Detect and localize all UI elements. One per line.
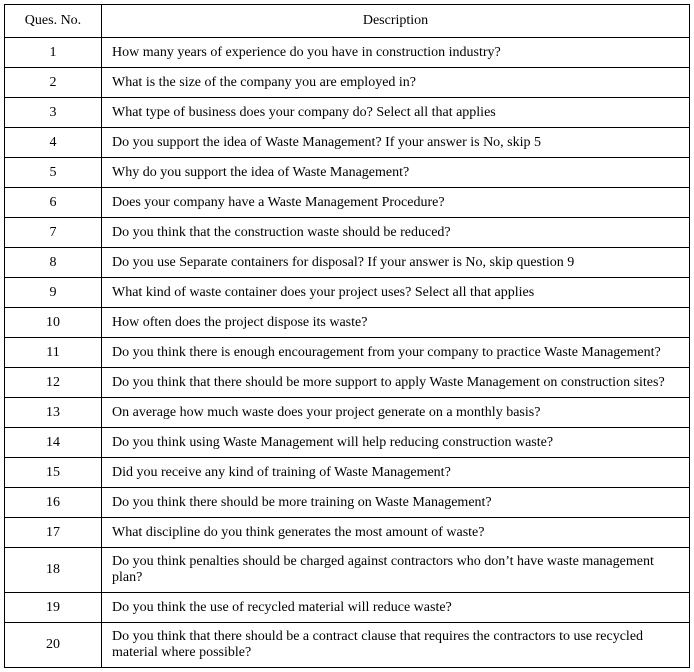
- cell-qno: 8: [5, 248, 102, 278]
- cell-qno: 13: [5, 398, 102, 428]
- cell-desc: Do you think using Waste Management will…: [102, 428, 690, 458]
- questions-table: Ques. No. Description 1How many years of…: [4, 4, 690, 668]
- cell-qno: 19: [5, 593, 102, 623]
- cell-desc: Do you think that the construction waste…: [102, 218, 690, 248]
- cell-desc: What is the size of the company you are …: [102, 68, 690, 98]
- table-row: 11Do you think there is enough encourage…: [5, 338, 690, 368]
- cell-desc: Does your company have a Waste Managemen…: [102, 188, 690, 218]
- table-row: 3What type of business does your company…: [5, 98, 690, 128]
- cell-desc: What type of business does your company …: [102, 98, 690, 128]
- cell-desc: On average how much waste does your proj…: [102, 398, 690, 428]
- cell-qno: 16: [5, 488, 102, 518]
- col-header-description: Description: [102, 5, 690, 38]
- cell-qno: 6: [5, 188, 102, 218]
- cell-qno: 4: [5, 128, 102, 158]
- table-row: 15Did you receive any kind of training o…: [5, 458, 690, 488]
- table-header-row: Ques. No. Description: [5, 5, 690, 38]
- cell-qno: 12: [5, 368, 102, 398]
- table-row: 5Why do you support the idea of Waste Ma…: [5, 158, 690, 188]
- cell-desc: How often does the project dispose its w…: [102, 308, 690, 338]
- cell-desc: Do you think that there should be more s…: [102, 368, 690, 398]
- cell-qno: 17: [5, 518, 102, 548]
- cell-desc: How many years of experience do you have…: [102, 38, 690, 68]
- cell-qno: 1: [5, 38, 102, 68]
- cell-qno: 14: [5, 428, 102, 458]
- cell-desc: Why do you support the idea of Waste Man…: [102, 158, 690, 188]
- cell-desc: Do you think there should be more traini…: [102, 488, 690, 518]
- cell-desc: What kind of waste container does your p…: [102, 278, 690, 308]
- table-row: 7Do you think that the construction wast…: [5, 218, 690, 248]
- cell-desc: Do you think there is enough encourageme…: [102, 338, 690, 368]
- table-row: 20Do you think that there should be a co…: [5, 623, 690, 668]
- col-header-question-no: Ques. No.: [5, 5, 102, 38]
- table-row: 9What kind of waste container does your …: [5, 278, 690, 308]
- table-row: 16Do you think there should be more trai…: [5, 488, 690, 518]
- cell-qno: 10: [5, 308, 102, 338]
- table-row: 12Do you think that there should be more…: [5, 368, 690, 398]
- table-row: 1How many years of experience do you hav…: [5, 38, 690, 68]
- cell-qno: 2: [5, 68, 102, 98]
- cell-desc: Do you support the idea of Waste Managem…: [102, 128, 690, 158]
- cell-desc: Do you think that there should be a cont…: [102, 623, 690, 668]
- cell-qno: 11: [5, 338, 102, 368]
- cell-desc: Do you think the use of recycled materia…: [102, 593, 690, 623]
- cell-qno: 7: [5, 218, 102, 248]
- table-row: 17What discipline do you think generates…: [5, 518, 690, 548]
- cell-qno: 15: [5, 458, 102, 488]
- cell-qno: 3: [5, 98, 102, 128]
- table-row: 10How often does the project dispose its…: [5, 308, 690, 338]
- table-body: 1How many years of experience do you hav…: [5, 38, 690, 668]
- table-row: 19Do you think the use of recycled mater…: [5, 593, 690, 623]
- cell-qno: 9: [5, 278, 102, 308]
- cell-desc: What discipline do you think generates t…: [102, 518, 690, 548]
- cell-qno: 20: [5, 623, 102, 668]
- cell-desc: Do you use Separate containers for dispo…: [102, 248, 690, 278]
- cell-qno: 5: [5, 158, 102, 188]
- cell-qno: 18: [5, 548, 102, 593]
- table-row: 18Do you think penalties should be charg…: [5, 548, 690, 593]
- table-row: 6Does your company have a Waste Manageme…: [5, 188, 690, 218]
- table-row: 13On average how much waste does your pr…: [5, 398, 690, 428]
- cell-desc: Did you receive any kind of training of …: [102, 458, 690, 488]
- table-row: 2What is the size of the company you are…: [5, 68, 690, 98]
- cell-desc: Do you think penalties should be charged…: [102, 548, 690, 593]
- table-row: 4Do you support the idea of Waste Manage…: [5, 128, 690, 158]
- table-row: 14Do you think using Waste Management wi…: [5, 428, 690, 458]
- table-row: 8Do you use Separate containers for disp…: [5, 248, 690, 278]
